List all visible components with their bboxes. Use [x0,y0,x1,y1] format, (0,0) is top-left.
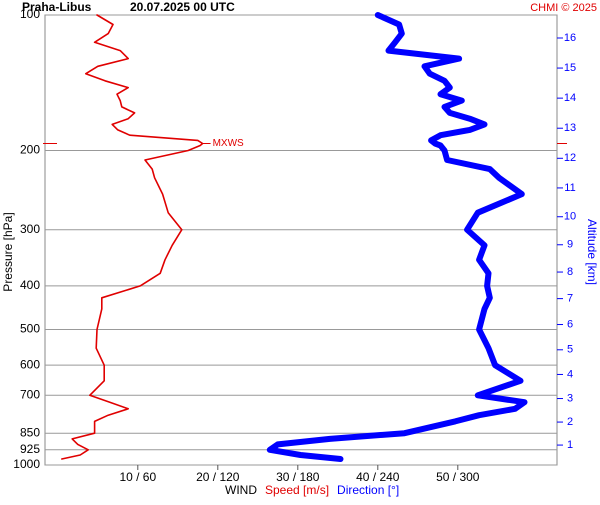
y-tick-label: 200 [20,143,40,157]
y-tick-label: 1000 [13,457,40,471]
y2-tick-label: 2 [567,416,573,428]
legend-label: Speed [m/s] [265,483,329,497]
credit: CHMI © 2025 [530,2,597,14]
y2-tick-label: 4 [567,368,573,380]
y-tick-label: 100 [20,7,40,21]
y2-tick-label: 1 [567,439,573,451]
y2-tick-label: 6 [567,318,573,330]
y2-tick-label: 3 [567,392,573,404]
series-line [266,12,528,462]
annotation: MXWS [213,138,244,149]
y2-tick-label: 8 [567,266,573,278]
y-tick-label: 400 [20,278,40,292]
legend-title: WIND [225,483,257,497]
chart-subtitle: 20.07.2025 00 UTC [130,0,235,14]
y2-tick-label: 14 [564,92,576,104]
x-tick-label: 20 / 120 [196,470,240,484]
y-axis-label: Pressure [hPa] [1,212,15,291]
y2-tick-label: 12 [564,152,576,164]
y-tick-label: 600 [20,357,40,371]
legend-label: Direction [°] [337,483,399,497]
y2-tick-label: 10 [564,211,576,223]
chart-title: Praha-Libus [22,0,92,14]
y2-tick-label: 7 [567,293,573,305]
x-tick-label: 40 / 240 [356,470,400,484]
y-tick-label: 500 [20,322,40,336]
y2-tick-label: 13 [564,122,576,134]
y-tick-label: 925 [20,442,40,456]
x-tick-label: 50 / 300 [436,470,480,484]
y2-tick-label: 5 [567,344,573,356]
y-tick-label: 300 [20,222,40,236]
y-tick-label: 850 [20,425,40,439]
x-tick-label: 30 / 180 [276,470,320,484]
y2-tick-label: 15 [564,62,576,74]
x-tick-label: 10 / 60 [119,470,156,484]
y2-axis-label: Altitude [km] [585,219,599,285]
y-tick-label: 700 [20,387,40,401]
y2-tick-label: 11 [564,182,575,194]
series-line [61,14,204,460]
y2-tick-label: 16 [564,32,576,44]
y2-tick-label: 9 [567,239,573,251]
